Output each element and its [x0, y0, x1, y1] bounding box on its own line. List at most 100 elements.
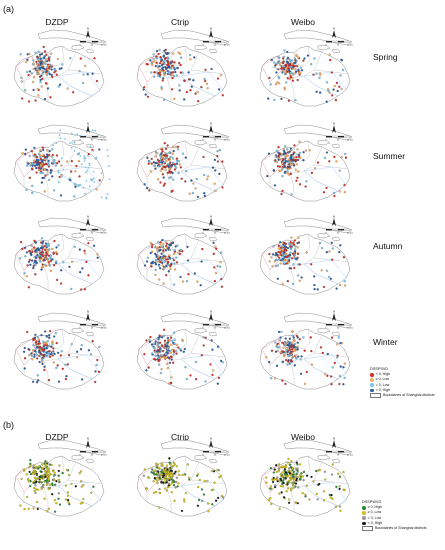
poi-point: [157, 359, 160, 363]
poi-point: [54, 164, 57, 167]
poi-point: [39, 470, 42, 473]
poi-point: [25, 495, 29, 499]
poi-point: [282, 250, 286, 253]
poi-point: [203, 194, 207, 198]
scale-bar-label: 0: [79, 140, 81, 142]
poi-point: [322, 499, 326, 502]
poi-point: [180, 509, 184, 513]
poi-point: [172, 484, 176, 487]
poi-point: [319, 91, 322, 94]
poi-point: [338, 487, 341, 491]
poi-point: [185, 280, 189, 283]
poi-point: [267, 498, 271, 502]
poi-point: [300, 69, 304, 72]
poi-point: [285, 347, 288, 350]
poi-point: [305, 251, 308, 254]
poi-point: [168, 361, 172, 364]
poi-point: [44, 263, 47, 266]
poi-point: [41, 73, 44, 76]
poi-point: [295, 472, 298, 476]
poi-point: [326, 88, 330, 91]
poi-point: [41, 258, 44, 261]
poi-point: [56, 57, 60, 61]
poi-point: [304, 493, 307, 496]
poi-point: [67, 354, 71, 357]
poi-point: [288, 337, 292, 340]
poi-point: [274, 64, 277, 67]
poi-point: [166, 72, 170, 76]
poi-point: [44, 475, 47, 478]
poi-point: [296, 65, 299, 68]
poi-point: [41, 265, 44, 269]
poi-point: [37, 50, 40, 53]
poi-point: [157, 165, 161, 168]
poi-point: [284, 71, 287, 74]
poi-point: [292, 263, 295, 266]
poi-point: [158, 48, 161, 52]
poi-point: [296, 241, 299, 245]
poi-point: [152, 491, 156, 494]
poi-point: [48, 463, 52, 466]
poi-point: [277, 463, 281, 466]
poi-point: [284, 248, 288, 252]
poi-point: [206, 87, 209, 90]
poi-point: [165, 489, 168, 492]
poi-point: [167, 256, 170, 260]
poi-point: [172, 52, 175, 55]
season-label-spring: Spring: [373, 52, 398, 62]
poi-point: [143, 264, 147, 267]
poi-point: [166, 260, 170, 264]
poi-point: [161, 238, 164, 242]
poi-point: [35, 480, 38, 483]
poi-point: [282, 55, 286, 58]
poi-point: [29, 263, 32, 266]
poi-point: [287, 501, 291, 504]
poi-point: [291, 484, 295, 487]
poi-point: [43, 351, 46, 354]
poi-point: [41, 362, 44, 366]
scale-bar: 0 20 40 km: [325, 450, 353, 457]
poi-point: [43, 497, 46, 500]
poi-point: [22, 350, 26, 353]
poi-point: [96, 134, 99, 137]
poi-point: [95, 156, 98, 159]
poi-point: [59, 282, 63, 285]
poi-point: [278, 339, 282, 342]
poi-point: [32, 159, 36, 163]
scale-bar-label: 20: [214, 233, 217, 235]
poi-point: [164, 147, 168, 151]
scale-bar: 0 20 40 km: [79, 450, 107, 457]
poi-point: [34, 273, 37, 276]
poi-point: [51, 258, 54, 261]
poi-point: [318, 76, 321, 80]
poi-point: [34, 470, 38, 474]
poi-point: [31, 191, 34, 195]
poi-point: [282, 496, 286, 499]
poi-point: [66, 160, 69, 163]
poi-point: [194, 360, 198, 364]
poi-point: [100, 172, 103, 175]
poi-point: [154, 167, 157, 170]
poi-point: [343, 362, 346, 365]
poi-point: [154, 490, 158, 494]
poi-point: [152, 342, 156, 345]
poi-point: [88, 162, 91, 165]
poi-point: [91, 339, 94, 343]
poi-point: [204, 68, 207, 71]
north-arrow-icon: N: [209, 310, 213, 321]
poi-point: [34, 164, 37, 167]
poi-point: [221, 361, 224, 364]
poi-point: [45, 463, 48, 466]
poi-point: [19, 504, 22, 507]
scale-bar: 0 20 40 km: [79, 40, 107, 47]
poi-point: [163, 62, 166, 65]
poi-point: [283, 262, 286, 265]
north-arrow-label: N: [333, 310, 335, 314]
north-arrow-icon: N: [86, 27, 90, 38]
poi-point: [165, 160, 168, 163]
poi-point: [148, 189, 151, 192]
poi-point: [158, 69, 162, 72]
legend-a-label: < 0, High: [375, 387, 391, 392]
poi-point: [287, 359, 290, 362]
scale-bar-label: 40 km: [101, 233, 107, 235]
